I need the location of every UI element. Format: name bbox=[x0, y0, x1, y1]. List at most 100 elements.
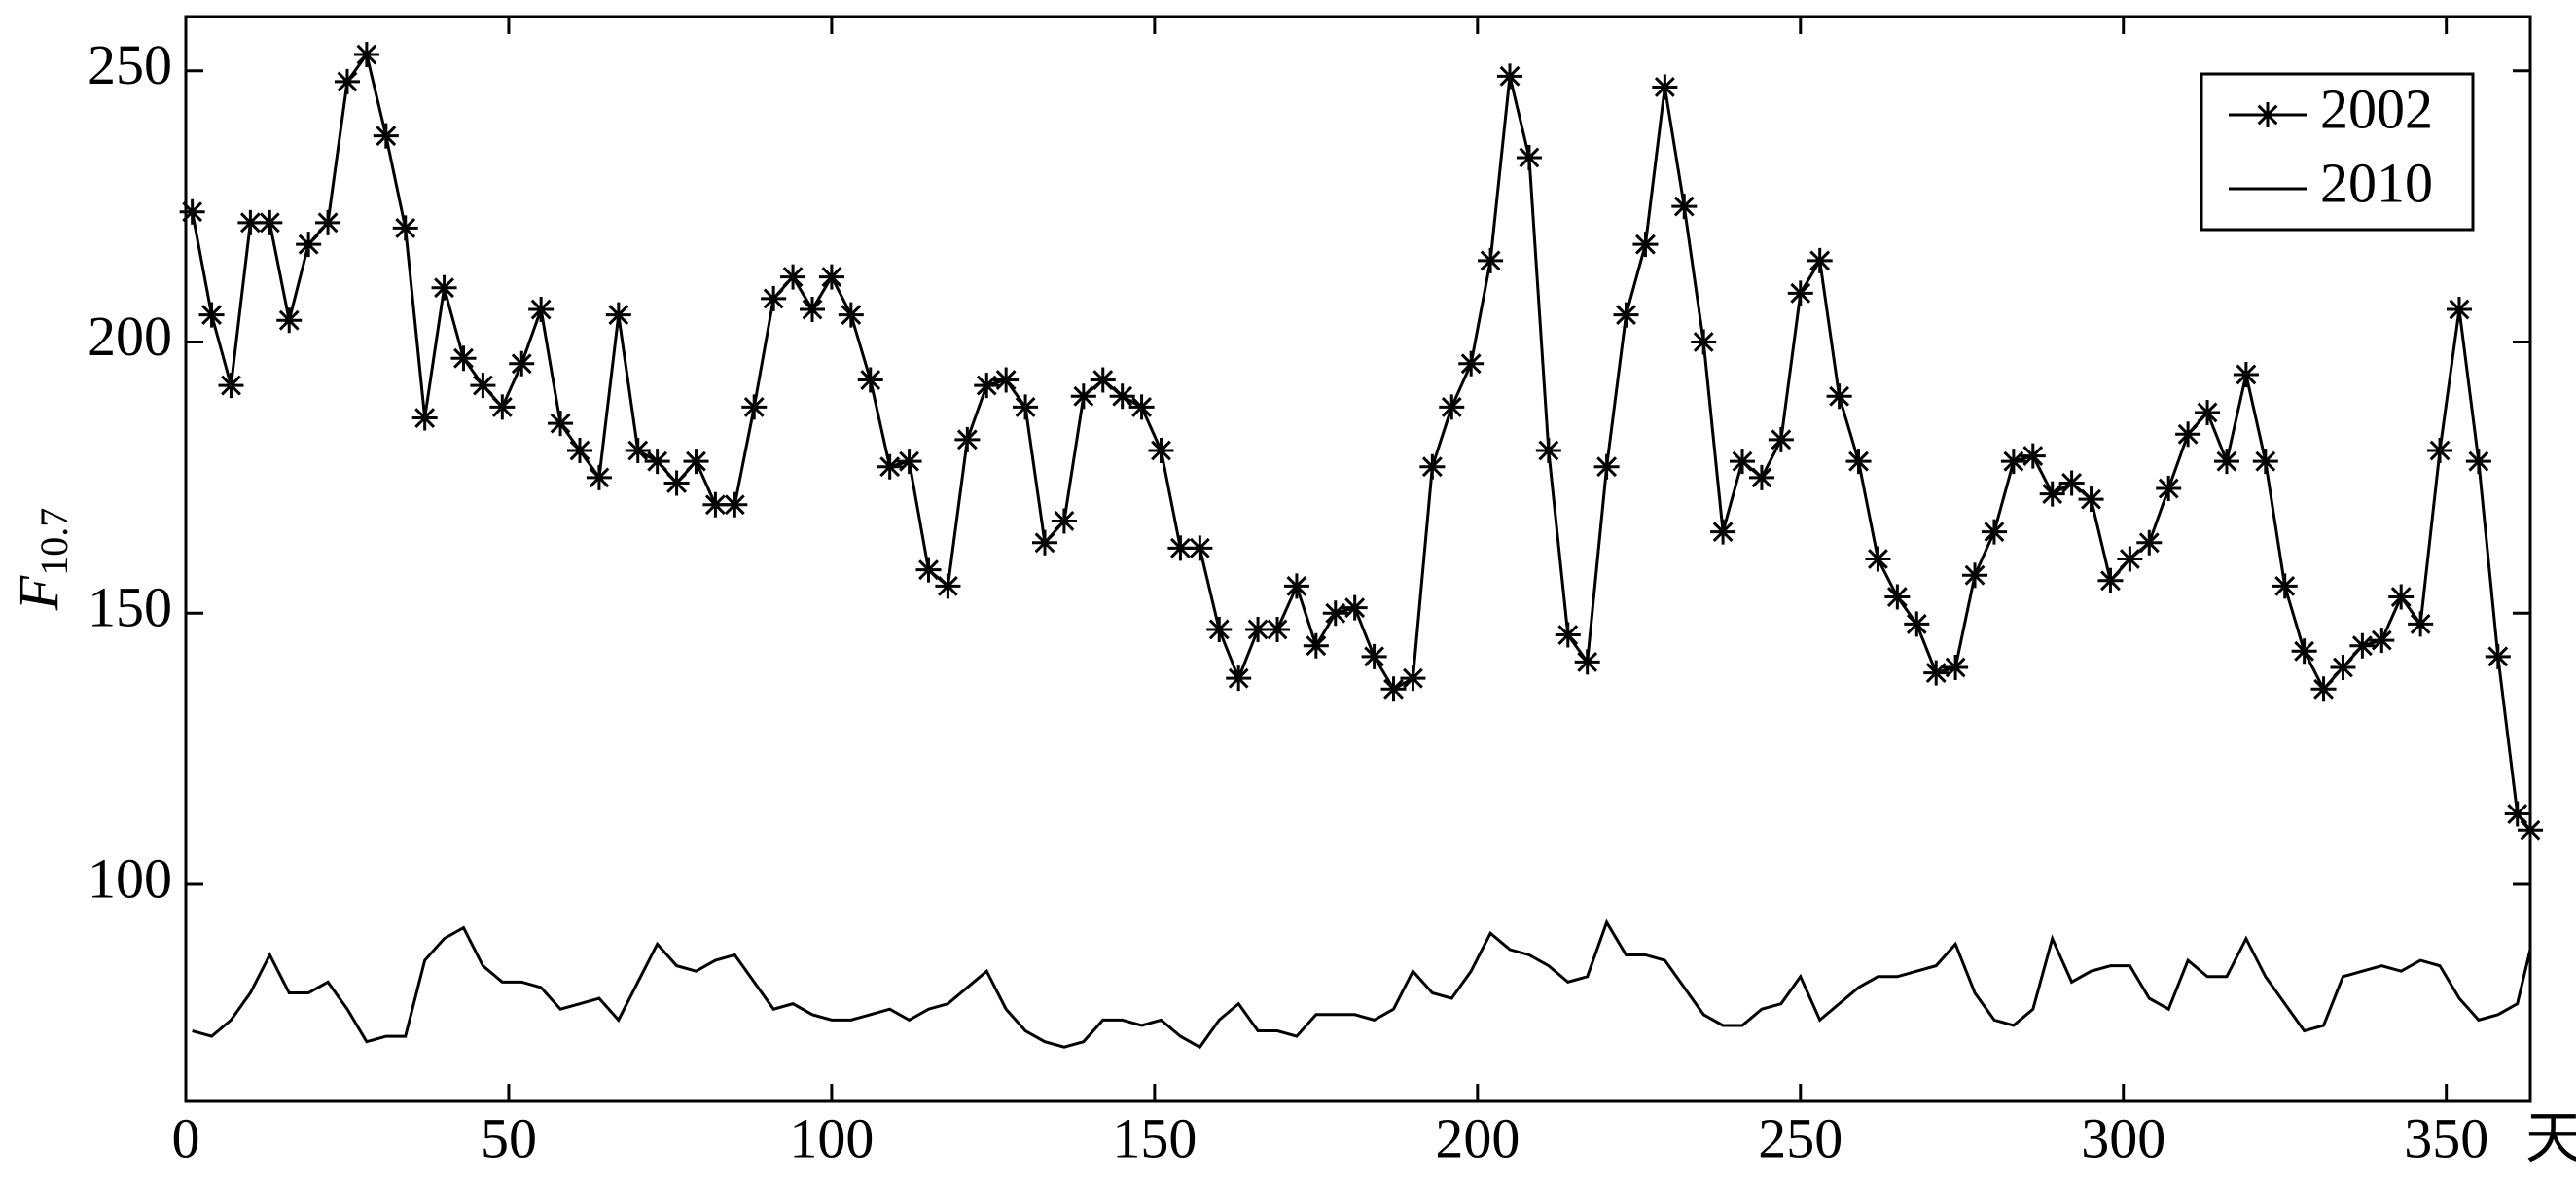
data-marker bbox=[392, 215, 418, 241]
data-marker bbox=[334, 68, 360, 94]
data-marker bbox=[2195, 399, 2221, 425]
data-marker bbox=[1167, 535, 1194, 561]
data-marker bbox=[2058, 470, 2085, 496]
legend-marker bbox=[2255, 102, 2280, 127]
data-marker bbox=[276, 307, 303, 334]
data-marker bbox=[1070, 383, 1096, 410]
legend-label: 2002 bbox=[2320, 77, 2433, 140]
data-marker bbox=[1845, 449, 1872, 475]
data-marker bbox=[1632, 232, 1659, 258]
legend-box bbox=[2200, 72, 2475, 232]
x-tick-label: 50 bbox=[481, 1106, 537, 1169]
data-marker bbox=[2272, 573, 2298, 599]
data-marker bbox=[1458, 350, 1485, 377]
data-marker bbox=[2427, 438, 2453, 463]
plot-frame bbox=[184, 15, 2532, 1103]
data-marker bbox=[353, 42, 379, 68]
x-tick-label: 250 bbox=[1758, 1106, 1843, 1169]
data-marker bbox=[2252, 449, 2278, 475]
data-marker bbox=[1807, 247, 1833, 273]
data-marker bbox=[722, 491, 748, 518]
data-marker bbox=[1730, 449, 1756, 475]
data-marker bbox=[1090, 367, 1116, 393]
data-marker bbox=[1671, 194, 1698, 220]
data-marker bbox=[1981, 519, 2007, 545]
data-marker bbox=[2020, 443, 2046, 469]
data-marker bbox=[1245, 616, 1271, 642]
data-marker bbox=[489, 394, 516, 420]
data-marker bbox=[2349, 632, 2376, 659]
data-marker bbox=[625, 438, 651, 463]
data-marker bbox=[857, 367, 883, 393]
data-marker bbox=[1768, 426, 1794, 452]
data-marker bbox=[799, 297, 825, 323]
data-marker bbox=[1303, 632, 1329, 659]
data-marker bbox=[702, 491, 729, 518]
data-marker bbox=[1400, 665, 1426, 692]
data-marker bbox=[198, 302, 225, 328]
x-tick-label: 200 bbox=[1435, 1106, 1520, 1169]
data-marker bbox=[431, 274, 457, 301]
data-marker bbox=[954, 426, 981, 452]
y-tick-label: 100 bbox=[88, 846, 172, 910]
data-marker bbox=[2465, 449, 2491, 475]
data-marker bbox=[1148, 438, 1174, 463]
y-tick-label: 250 bbox=[88, 33, 172, 96]
data-marker bbox=[2117, 546, 2143, 572]
data-marker bbox=[1787, 280, 1813, 306]
data-marker bbox=[1691, 329, 1717, 355]
data-marker bbox=[838, 302, 864, 328]
data-marker bbox=[373, 123, 399, 149]
data-marker bbox=[1748, 464, 1774, 490]
data-marker bbox=[296, 232, 322, 258]
data-marker bbox=[644, 449, 670, 475]
x-tick-label: 350 bbox=[2404, 1106, 2488, 1169]
data-marker bbox=[1535, 438, 1561, 463]
data-marker bbox=[1943, 655, 1969, 680]
data-marker bbox=[1710, 519, 1736, 545]
y-axis-label: F10.7 bbox=[7, 508, 76, 611]
data-marker bbox=[2504, 801, 2530, 827]
data-marker bbox=[2233, 361, 2259, 387]
data-marker bbox=[741, 394, 768, 420]
data-marker bbox=[1032, 529, 1057, 556]
x-tick-label: 150 bbox=[1112, 1106, 1197, 1169]
data-marker bbox=[2000, 449, 2026, 475]
x-axis-label: 天 bbox=[2525, 1106, 2576, 1169]
data-marker bbox=[1478, 247, 1504, 273]
data-marker bbox=[605, 302, 631, 328]
data-marker bbox=[450, 345, 477, 372]
data-marker bbox=[2330, 655, 2356, 680]
y-axis-label-main: F bbox=[7, 575, 70, 611]
data-marker bbox=[257, 209, 283, 235]
data-marker bbox=[1904, 611, 1930, 637]
data-marker bbox=[1322, 600, 1348, 627]
data-marker bbox=[548, 411, 574, 437]
data-marker bbox=[2388, 584, 2415, 610]
data-marker bbox=[1380, 676, 1407, 702]
data-marker bbox=[1516, 144, 1542, 170]
data-marker bbox=[2078, 486, 2104, 513]
data-marker bbox=[2291, 638, 2317, 665]
data-marker bbox=[237, 209, 264, 235]
data-marker bbox=[1013, 394, 1039, 420]
data-marker bbox=[1884, 584, 1911, 610]
data-marker bbox=[470, 373, 496, 399]
data-marker bbox=[683, 449, 709, 475]
data-marker bbox=[1574, 649, 1600, 675]
data-marker bbox=[2156, 476, 2182, 502]
data-marker bbox=[1555, 622, 1581, 648]
data-marker bbox=[877, 453, 903, 480]
data-marker bbox=[179, 198, 205, 225]
data-marker bbox=[2175, 421, 2201, 448]
data-marker bbox=[974, 373, 1000, 399]
data-marker bbox=[935, 573, 961, 599]
data-marker bbox=[2446, 297, 2472, 323]
data-marker bbox=[780, 264, 806, 290]
data-marker bbox=[2213, 449, 2239, 475]
x-tick-label: 0 bbox=[172, 1106, 200, 1169]
data-marker bbox=[1962, 562, 1988, 589]
data-marker bbox=[218, 373, 244, 399]
data-marker bbox=[1206, 616, 1233, 642]
